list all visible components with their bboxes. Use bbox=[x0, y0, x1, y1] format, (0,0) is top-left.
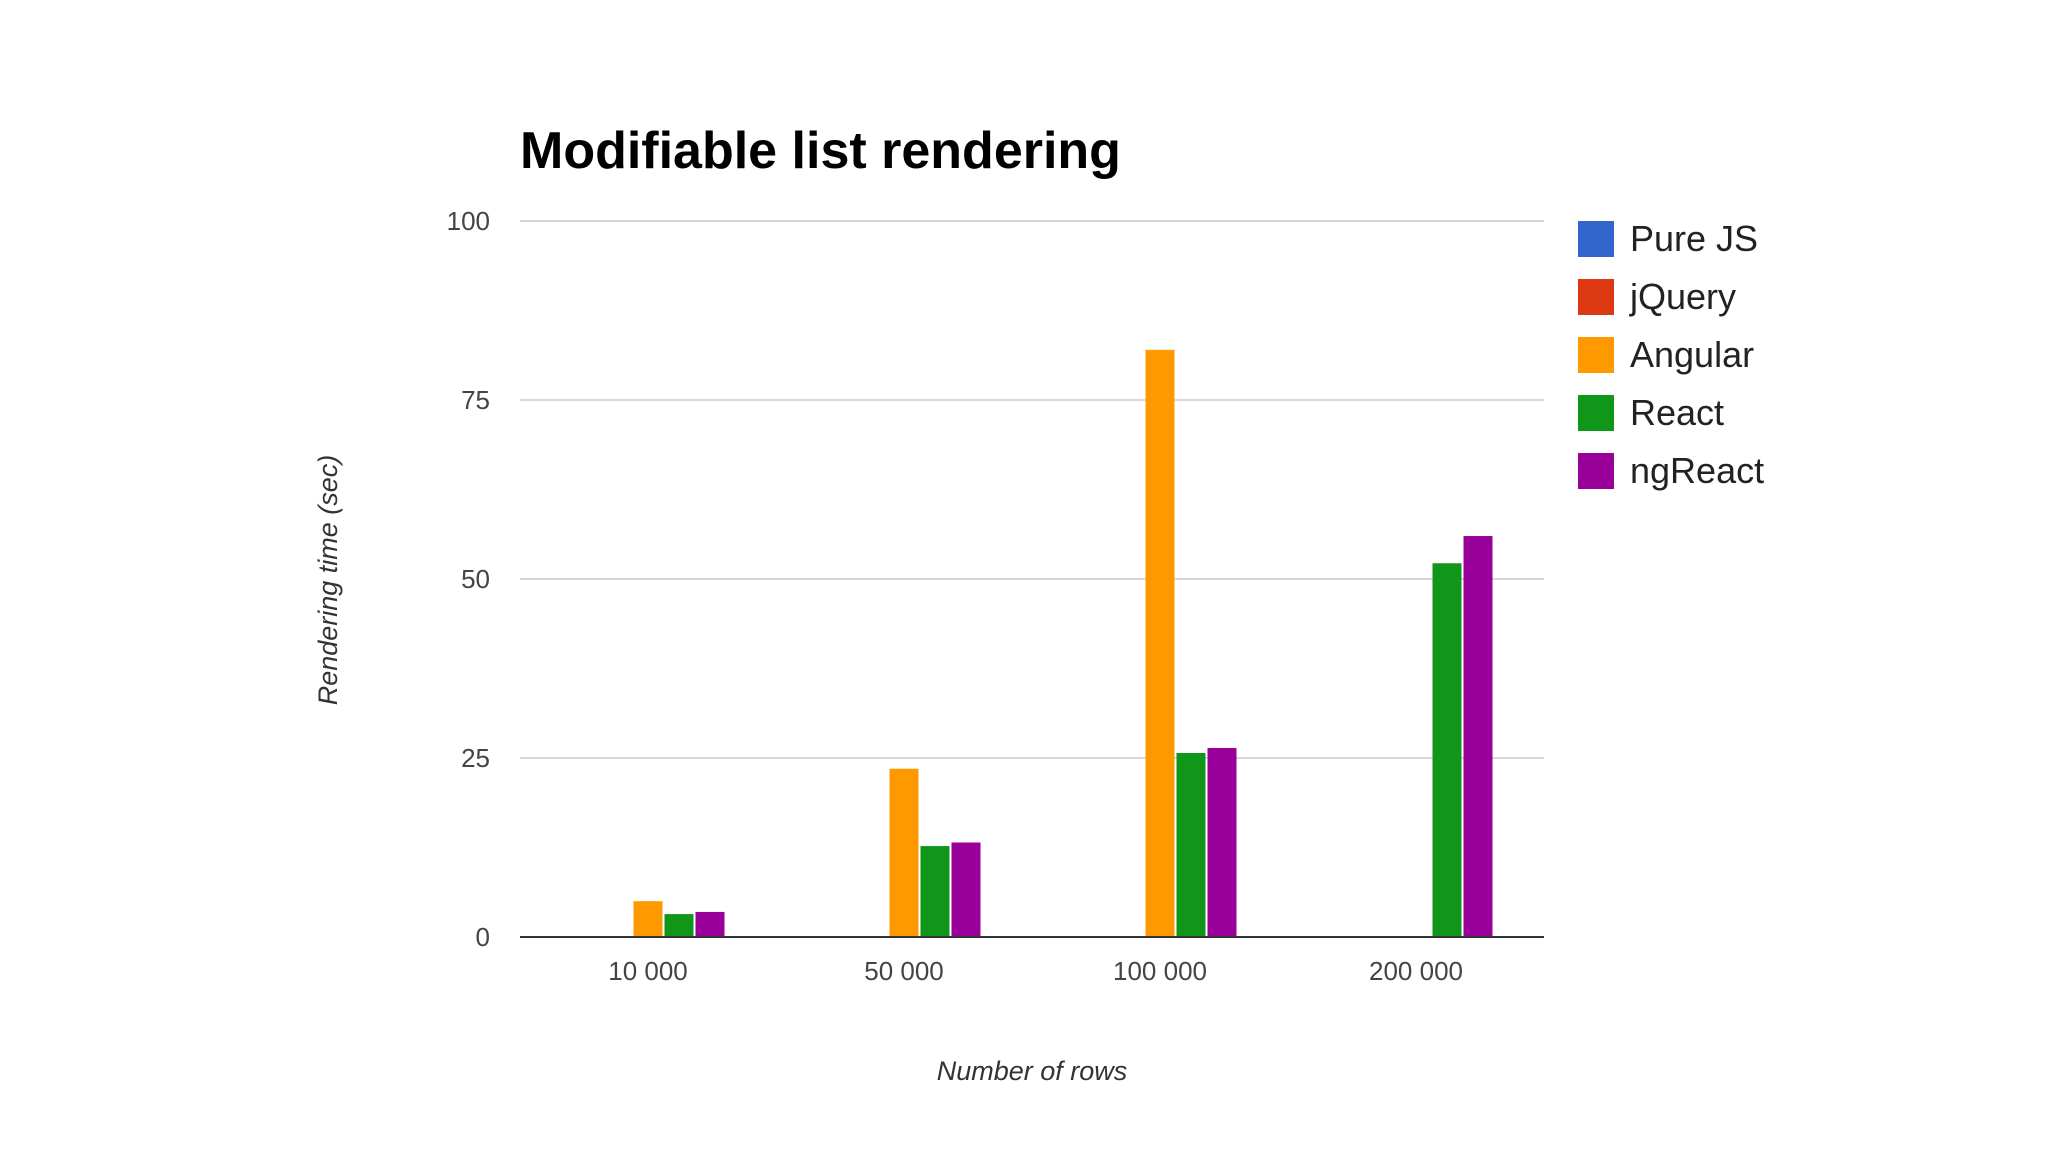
y-tick-label: 100 bbox=[447, 206, 490, 236]
legend-swatch bbox=[1578, 221, 1614, 257]
bar-ngreact-1 bbox=[951, 842, 981, 937]
gridlines bbox=[520, 220, 1544, 759]
bar-angular-1 bbox=[889, 768, 919, 937]
bar-react-3 bbox=[1432, 563, 1462, 937]
bar-react-0 bbox=[664, 914, 694, 937]
y-tick-label: 75 bbox=[461, 385, 490, 415]
legend-swatch bbox=[1578, 395, 1614, 431]
y-tick-label: 50 bbox=[461, 564, 490, 594]
legend-label: ngReact bbox=[1630, 450, 1764, 491]
y-tick-label: 0 bbox=[476, 922, 490, 952]
x-tick-label: 10 000 bbox=[608, 956, 688, 986]
bar-angular-0 bbox=[633, 901, 663, 937]
bar-react-1 bbox=[920, 846, 950, 937]
chart-title: Modifiable list rendering bbox=[520, 122, 1121, 180]
legend-swatch bbox=[1578, 453, 1614, 489]
y-axis-ticks: 0 25 50 75 100 bbox=[447, 206, 490, 952]
bar-ngreact-3 bbox=[1463, 536, 1493, 937]
bar-angular-2 bbox=[1145, 349, 1175, 937]
bar-ngreact-2 bbox=[1207, 747, 1237, 937]
x-axis-ticks: 10 000 50 000 100 000 200 000 bbox=[608, 956, 1463, 986]
x-tick-label: 50 000 bbox=[864, 956, 944, 986]
bar-ngreact-0 bbox=[695, 911, 725, 937]
bar-react-2 bbox=[1176, 752, 1206, 937]
legend-label: Pure JS bbox=[1630, 218, 1758, 259]
x-tick-label: 200 000 bbox=[1369, 956, 1463, 986]
x-tick-label: 100 000 bbox=[1113, 956, 1207, 986]
y-axis-title: Rendering time (sec) bbox=[313, 455, 343, 706]
legend: Pure JS jQuery Angular React ngReact bbox=[1578, 218, 1764, 491]
legend-label: jQuery bbox=[1629, 276, 1736, 317]
legend-label: React bbox=[1630, 392, 1724, 433]
x-axis-title: Number of rows bbox=[937, 1056, 1128, 1086]
legend-label: Angular bbox=[1630, 334, 1754, 375]
bars bbox=[633, 349, 1493, 937]
legend-swatch bbox=[1578, 279, 1614, 315]
legend-swatch bbox=[1578, 337, 1614, 373]
y-tick-label: 25 bbox=[461, 743, 490, 773]
